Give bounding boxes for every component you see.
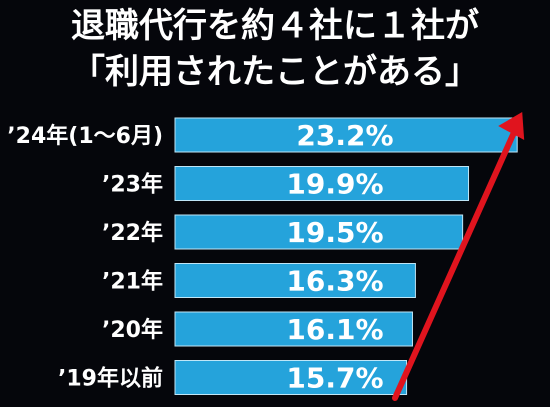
category-label-1: ’23年 [102,172,163,198]
value-label-3: 16.3% [286,265,383,298]
chart-title-line-1: 退職代行を約４社に１社が [71,6,479,46]
bar-3 [174,263,416,298]
bar-0 [174,117,518,153]
value-label-4: 16.1% [286,313,383,346]
value-label-2: 19.5% [286,216,383,249]
bar-4 [174,311,413,347]
trend-arrow-shaft [392,129,518,401]
bar-5 [174,360,408,395]
category-label-0: ’24年(1〜6月) [7,123,163,149]
trend-arrow-head [498,112,525,140]
value-label-5: 15.7% [286,362,383,395]
bar-2 [174,214,464,250]
value-label-1: 19.9% [286,168,383,201]
value-label-0: 23.2% [296,119,393,152]
category-label-3: ’21年 [102,269,163,295]
category-label-4: ’20年 [102,317,163,343]
category-label-5: ’19年以前 [58,366,163,392]
category-label-2: ’22年 [102,220,163,246]
bar-1 [174,166,470,201]
chart-title-line-2: 「利用されたことがある」 [71,52,479,92]
